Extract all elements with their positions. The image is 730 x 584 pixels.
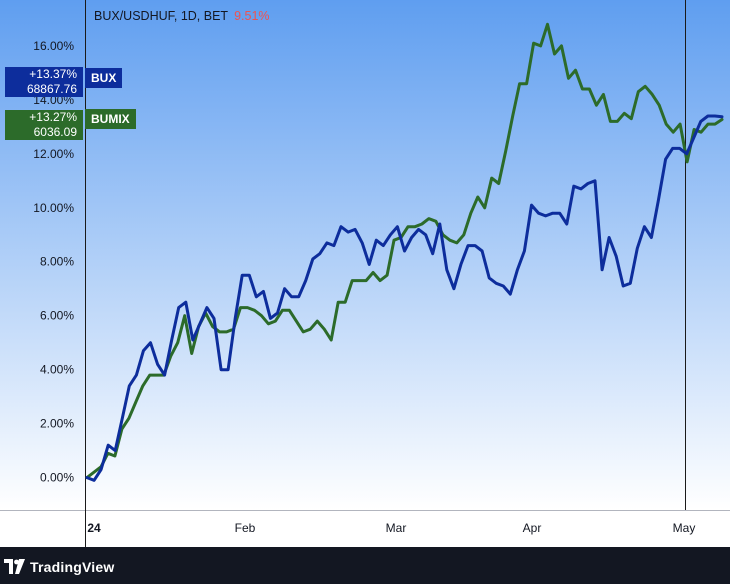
tradingview-logo-icon[interactable] — [4, 557, 26, 575]
x-tick-label: Feb — [235, 521, 256, 535]
chart-header: BUX/USDHUF, 1D, BET 9.51% — [94, 9, 270, 23]
bux-price-tag: +13.37% 68867.76 — [5, 67, 83, 97]
x-tick-label: Mar — [386, 521, 407, 535]
y-tick-label: 6.00% — [40, 309, 74, 323]
bux-series-label[interactable]: BUX — [85, 68, 123, 88]
bux-series-line[interactable] — [85, 114, 724, 482]
y-tick-label: 16.00% — [33, 39, 74, 53]
footer-bar: TradingView — [0, 547, 730, 584]
bumix-last-price: 6036.09 — [33, 125, 77, 139]
bumix-series-line[interactable] — [85, 22, 724, 480]
x-axis-labels: 24 Feb Mar Apr May — [87, 521, 695, 535]
y-tick-label: 2.00% — [40, 417, 74, 431]
x-tick-label: 24 — [87, 521, 101, 535]
bumix-series-label[interactable]: BUMIX — [85, 109, 136, 129]
y-tick-label: 10.00% — [33, 201, 74, 215]
bumix-price-tag: +13.27% 6036.09 — [5, 110, 83, 140]
series-lines — [85, 22, 724, 482]
bux-last-change: +13.37% — [29, 67, 77, 81]
y-tick-label: 4.00% — [40, 363, 74, 377]
tradingview-brand[interactable]: TradingView — [30, 559, 115, 575]
x-tick-label: Apr — [523, 521, 542, 535]
y-tick-label: 0.00% — [40, 471, 74, 485]
bux-last-price: 68867.76 — [26, 82, 77, 96]
bumix-last-change: +13.27% — [29, 110, 77, 124]
y-tick-label: 8.00% — [40, 255, 74, 269]
y-tick-label: 12.00% — [33, 147, 74, 161]
y-axis-labels: 0.00%2.00%4.00%6.00%8.00%10.00%12.00%14.… — [33, 39, 74, 485]
symbol-title[interactable]: BUX/USDHUF, 1D, BET — [94, 9, 229, 23]
symbol-change: 9.51% — [234, 9, 270, 23]
x-tick-label: May — [673, 521, 696, 535]
